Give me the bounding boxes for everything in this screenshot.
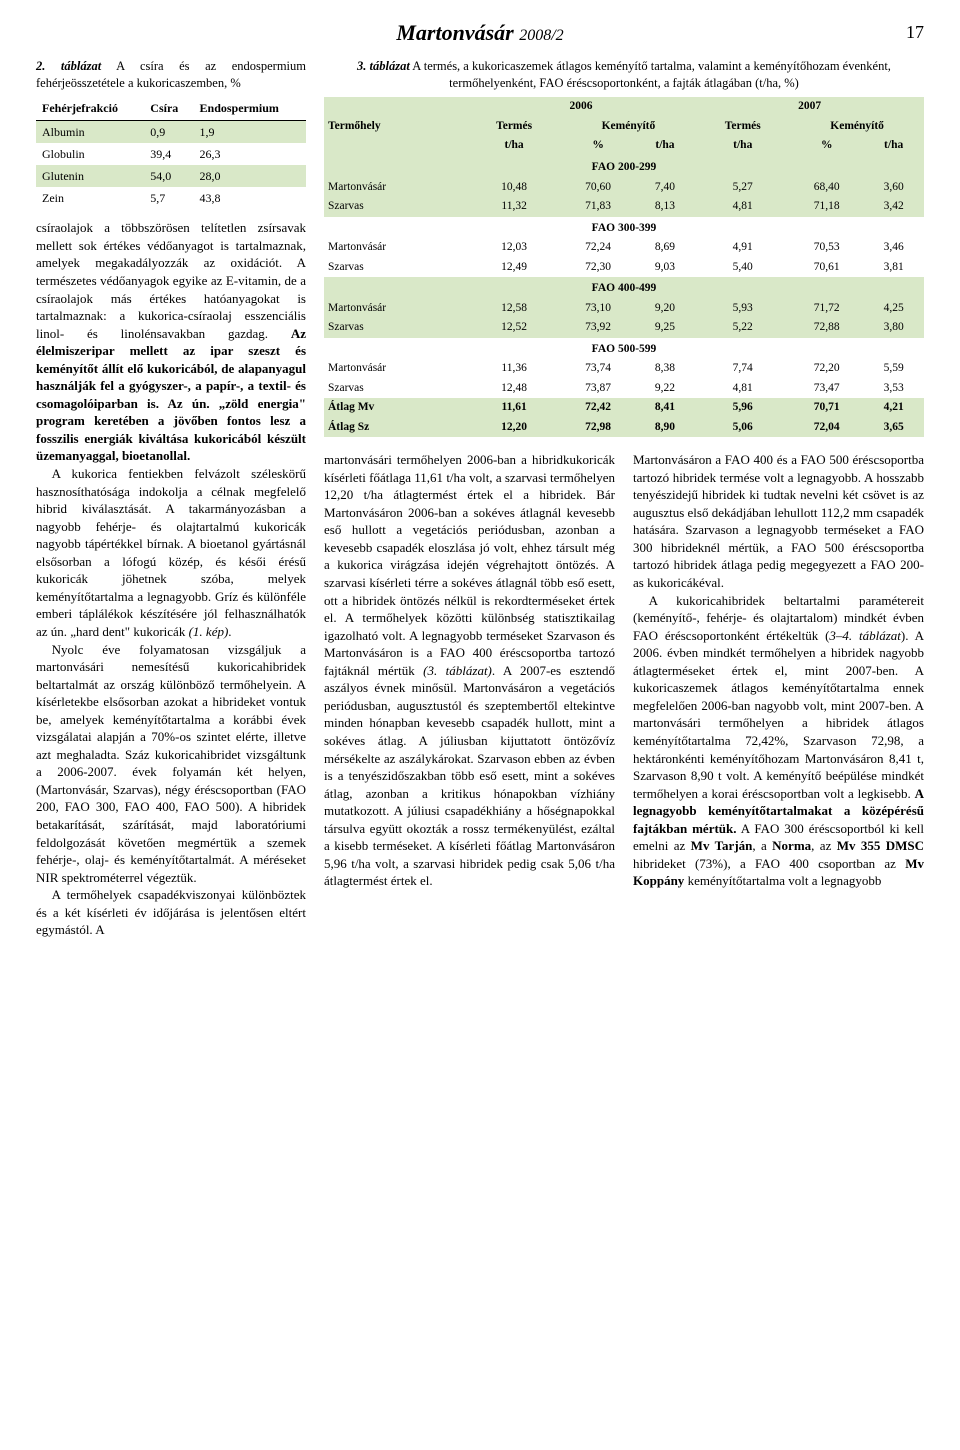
left-body-text: csíraolajok a többszörösen telítetlen zs… [36,219,306,938]
table-row: Martonvásár12,5873,109,205,9371,724,25 [324,299,924,319]
lower-col-2: Martonvásáron a FAO 400 és a FAO 500 éré… [633,451,924,890]
table2-caption: 2. táblázat A csíra és az endospermium f… [36,58,306,92]
table-row: Martonvásár12,0372,248,694,9170,533,46 [324,238,924,258]
table3-summary-row: Átlag Mv11,6172,428,415,9670,714,21 [324,398,924,418]
table3-caption: 3. táblázat A termés, a kukoricaszemek á… [324,58,924,92]
table-row: Zein5,743,8 [36,187,306,209]
table-row: Martonvásár10,4870,607,405,2768,403,60 [324,178,924,198]
table-row: Albumin0,91,9 [36,120,306,143]
table3-section-label: FAO 200-299 [324,156,924,178]
journal-header: Martonvásár 2008/2 17 [36,18,924,48]
journal-title: Martonvásár [396,20,513,45]
table2-header-row: Fehérjefrakció Csíra Endospermium [36,97,306,120]
table-row: Szarvas12,4972,309,035,4070,613,81 [324,258,924,278]
page-number: 17 [906,20,924,44]
table-row: Szarvas12,4873,879,224,8173,473,53 [324,379,924,399]
table3-section-label: FAO 400-499 [324,277,924,299]
table-row: Globulin39,426,3 [36,143,306,165]
lower-two-columns: martonvásári termőhelyen 2006-ban a hibr… [324,451,924,890]
table-row: Szarvas11,3271,838,134,8171,183,42 [324,197,924,217]
table3: 2006 2007 Termőhely Termés Keményítő Ter… [324,97,924,437]
table3-summary-row: Átlag Sz12,2072,988,905,0672,043,65 [324,418,924,438]
table3-section-label: FAO 500-599 [324,338,924,360]
table-row: Glutenin54,028,0 [36,165,306,187]
lower-col-1: martonvásári termőhelyen 2006-ban a hibr… [324,451,615,890]
table3-section-label: FAO 300-399 [324,217,924,239]
table-row: Szarvas12,5273,929,255,2272,883,80 [324,318,924,338]
table2: Fehérjefrakció Csíra Endospermium Albumi… [36,97,306,209]
table-row: Martonvásár11,3673,748,387,7472,205,59 [324,359,924,379]
journal-year: 2008/2 [519,27,563,44]
